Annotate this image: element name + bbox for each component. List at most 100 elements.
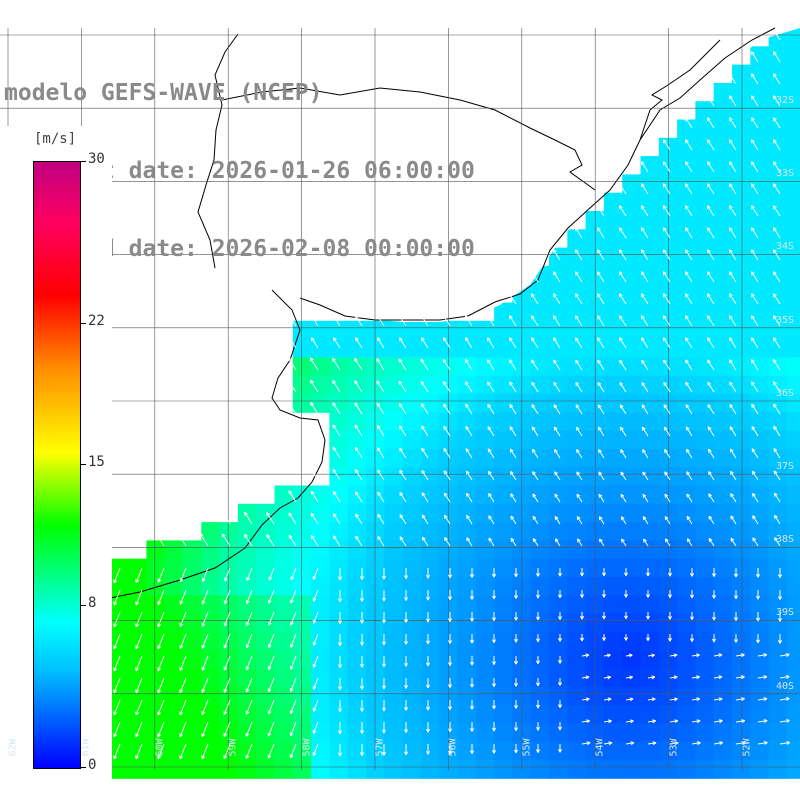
wind-speed-cell [402, 595, 422, 615]
wind-arrow [756, 634, 760, 644]
wind-speed-cell [237, 503, 257, 523]
wind-speed-cell [677, 211, 696, 230]
wind-arrow [179, 721, 187, 738]
wind-speed-cell [622, 540, 641, 560]
wind-speed-cell [567, 741, 587, 761]
wind-arrow [310, 315, 319, 327]
wind-speed-cell [530, 595, 550, 615]
wind-arrow [728, 337, 737, 349]
wind-arrow [773, 425, 781, 437]
wind-speed-cell [366, 723, 385, 743]
wind-speed-cell [274, 577, 294, 596]
wind-speed-cell [384, 668, 404, 688]
wind-arrow [662, 183, 671, 195]
wind-arrow [201, 721, 209, 738]
wind-speed-cell [713, 650, 733, 669]
wind-arrow [574, 293, 583, 305]
wind-speed-cell [274, 668, 294, 688]
wind-arrow [772, 315, 781, 327]
wind-speed-cell [786, 522, 800, 541]
wind-speed-cell [549, 394, 568, 413]
wind-arrow [179, 589, 187, 605]
wind-speed-cell [475, 339, 495, 358]
wind-arrow [155, 532, 165, 547]
wind-speed-cell [732, 522, 751, 541]
latitude-label: 36S [775, 387, 794, 399]
wind-arrow [728, 359, 737, 371]
wind-arrow [179, 743, 187, 760]
wind-speed-cell [603, 467, 623, 486]
wind-arrow [266, 534, 275, 547]
wind-speed-cell [786, 613, 800, 633]
longitude-label: 55W [521, 738, 533, 757]
wind-arrow [618, 183, 627, 195]
wind-speed-cell [292, 540, 312, 560]
wind-speed-cell [311, 686, 330, 706]
wind-speed-cell [329, 741, 349, 761]
wind-speed-cell [658, 302, 678, 322]
title-model: modelo GEFS-WAVE (NCEP) [4, 80, 323, 106]
wind-arrow [663, 381, 671, 393]
wind-arrow [530, 293, 539, 305]
wind-arrow [750, 293, 759, 305]
wind-arrow [376, 380, 385, 393]
wind-speed-cell [402, 448, 422, 468]
wind-arrow [757, 741, 768, 745]
wind-speed-cell [402, 540, 422, 560]
wind-speed-cell [732, 339, 751, 358]
wind-speed-cell [567, 503, 587, 523]
wind-speed-cell [292, 394, 312, 413]
wind-speed-cell [658, 156, 678, 175]
wind-speed-cell [128, 558, 147, 578]
wind-arrow [470, 612, 474, 622]
wind-arrow [287, 401, 297, 415]
wind-arrow [382, 744, 386, 756]
wind-speed-cell [695, 686, 715, 706]
wind-speed-cell [274, 705, 294, 724]
wind-speed-cell [603, 302, 623, 322]
wind-arrow [531, 381, 539, 393]
wind-arrow [662, 293, 671, 305]
wind-arrow [287, 357, 297, 371]
wind-arrow [558, 744, 562, 753]
wind-speed-cell [640, 760, 660, 779]
wind-speed-cell [201, 595, 221, 615]
wind-speed-cell [457, 339, 477, 358]
wind-arrow [625, 719, 634, 724]
wind-speed-cell [420, 723, 440, 743]
border-uruguay-brazil [221, 87, 596, 191]
wind-speed-cell [713, 320, 733, 340]
colorbar-unit: [m/s] [34, 131, 77, 147]
wind-arrow [509, 359, 517, 371]
wind-speed-cell [164, 595, 184, 615]
wind-speed-cell [622, 595, 641, 615]
wind-speed-cell [402, 760, 422, 779]
wind-speed-cell [347, 686, 367, 706]
wind-speed-cell [658, 430, 678, 450]
wind-speed-cell [732, 357, 751, 377]
wind-arrow [492, 568, 496, 578]
wind-arrow [442, 381, 451, 393]
wind-arrow [509, 426, 517, 437]
wind-speed-cell [603, 595, 623, 615]
wind-speed-cell [732, 558, 751, 578]
wind-speed-cell [347, 467, 367, 486]
wind-speed-cell [713, 577, 733, 596]
wind-speed-cell [274, 522, 294, 541]
wind-speed-cell [183, 631, 202, 651]
wind-speed-cell [384, 760, 404, 779]
wind-speed-cell [768, 174, 788, 194]
wind-speed-cell [622, 686, 641, 706]
wind-speed-cell [603, 284, 623, 303]
wind-speed-cell [677, 522, 696, 541]
wind-speed-cell [658, 320, 678, 340]
wind-speed-cell [603, 668, 623, 688]
wind-arrow [382, 656, 386, 668]
wind-speed-cell [567, 760, 587, 779]
wind-speed-cell [713, 119, 733, 139]
wind-arrow [558, 678, 562, 686]
wind-speed-cell [567, 412, 587, 432]
wind-speed-cell [732, 174, 751, 194]
wind-arrow [735, 741, 746, 745]
